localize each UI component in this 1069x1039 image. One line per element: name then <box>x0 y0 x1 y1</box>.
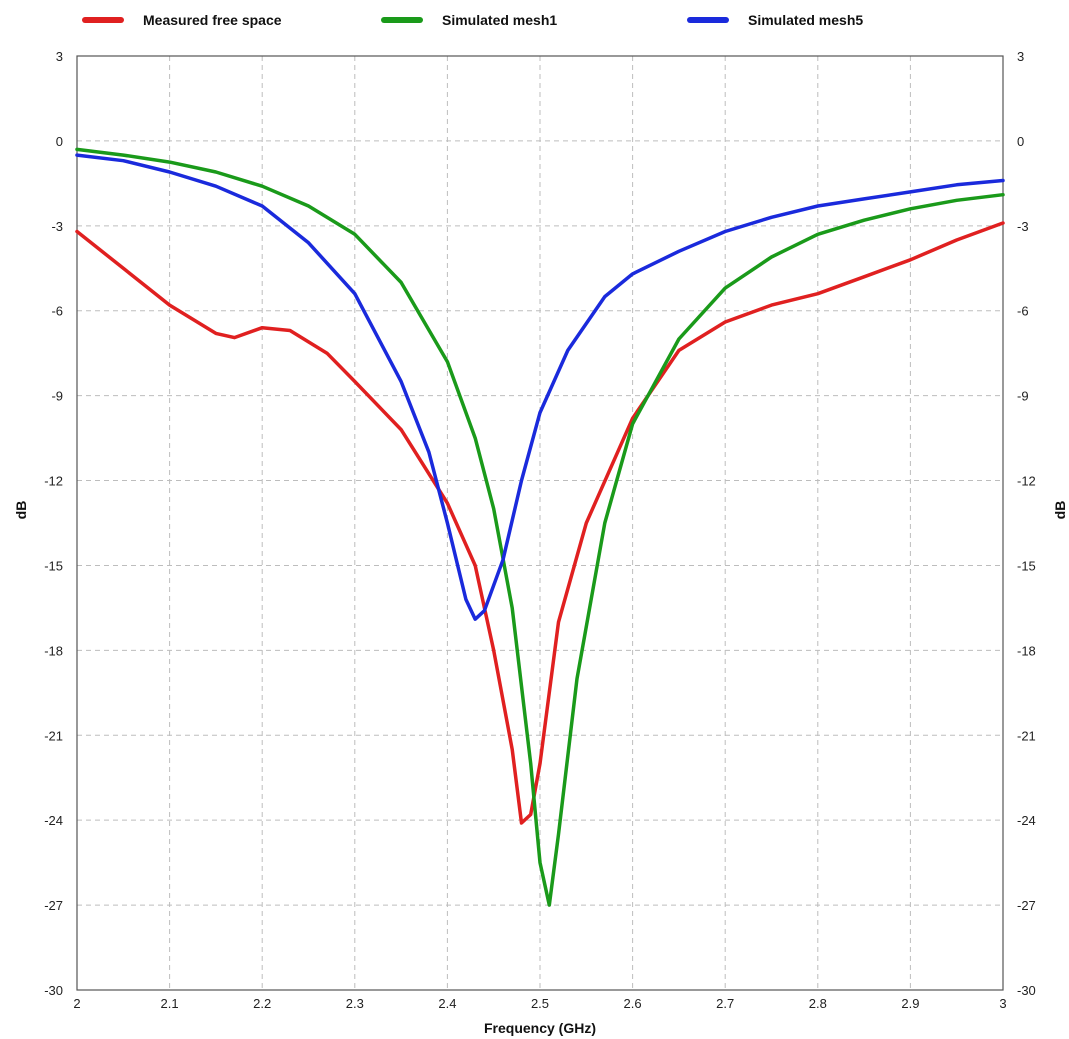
legend-label: Simulated mesh1 <box>442 12 557 28</box>
legend: Measured free space Simulated mesh1 Simula… <box>82 12 863 28</box>
y-tick-label-left: -30 <box>44 983 63 998</box>
series-line-1 <box>75 221 1005 825</box>
legend-label: Simulated mesh5 <box>748 12 863 28</box>
y-tick-label-left: -15 <box>44 558 63 573</box>
y-tick-label-right: -15 <box>1017 558 1036 573</box>
y-tick-label-right: -3 <box>1017 219 1029 234</box>
y-tick-label-right: -9 <box>1017 389 1029 404</box>
tick-layer: 2 2.1 2.2 2.3 2.4 2.5 2.6 2.7 2.8 2.9 3 3 3 0 0 -3 -3 -6 -… <box>44 49 1036 1011</box>
y-tick-label-left: 0 <box>56 134 63 149</box>
x-tick-label: 2 <box>73 996 80 1011</box>
y-tick-label-left: -6 <box>51 304 63 319</box>
legend-label: Measured free space <box>143 12 282 28</box>
y-tick-label-right: -21 <box>1017 728 1036 743</box>
plot-frame <box>76 55 1004 991</box>
y-tick-label-left: -3 <box>51 219 63 234</box>
x-tick-label: 2.4 <box>438 996 456 1011</box>
y-tick-label-left: -27 <box>44 898 63 913</box>
x-axis-label: Frequency (GHz) <box>484 1020 596 1036</box>
x-tick-label: 2.8 <box>809 996 827 1011</box>
y-tick-label-left: -12 <box>44 474 63 489</box>
x-tick-label: 3 <box>999 996 1006 1011</box>
y-tick-label-left: -18 <box>44 643 63 658</box>
x-tick-label: 2.6 <box>624 996 642 1011</box>
y-axis-label-right: dB <box>1052 501 1068 520</box>
y-tick-label-right: -12 <box>1017 474 1036 489</box>
x-tick-label: 2.1 <box>161 996 179 1011</box>
x-tick-label: 2.7 <box>716 996 734 1011</box>
grid-layer <box>77 56 1003 990</box>
y-tick-label-right: -24 <box>1017 813 1036 828</box>
y-tick-label-left: -21 <box>44 728 63 743</box>
y-tick-label-right: -30 <box>1017 983 1036 998</box>
y-tick-label-right: 3 <box>1017 49 1024 64</box>
y-tick-label-right: -27 <box>1017 898 1036 913</box>
series-layer <box>75 147 1005 907</box>
y-tick-label-right: -6 <box>1017 304 1029 319</box>
y-tick-label-right: -18 <box>1017 643 1036 658</box>
x-tick-label: 2.5 <box>531 996 549 1011</box>
x-tick-label: 2.9 <box>901 996 919 1011</box>
x-tick-label: 2.2 <box>253 996 271 1011</box>
series-line-3 <box>75 153 1005 621</box>
y-axis-label-left: dB <box>13 501 29 520</box>
y-tick-label-left: -24 <box>44 813 63 828</box>
y-tick-label-right: 0 <box>1017 134 1024 149</box>
y-tick-label-left: 3 <box>56 49 63 64</box>
series-line-2 <box>75 147 1005 907</box>
x-tick-label: 2.3 <box>346 996 364 1011</box>
y-tick-label-left: -9 <box>51 389 63 404</box>
